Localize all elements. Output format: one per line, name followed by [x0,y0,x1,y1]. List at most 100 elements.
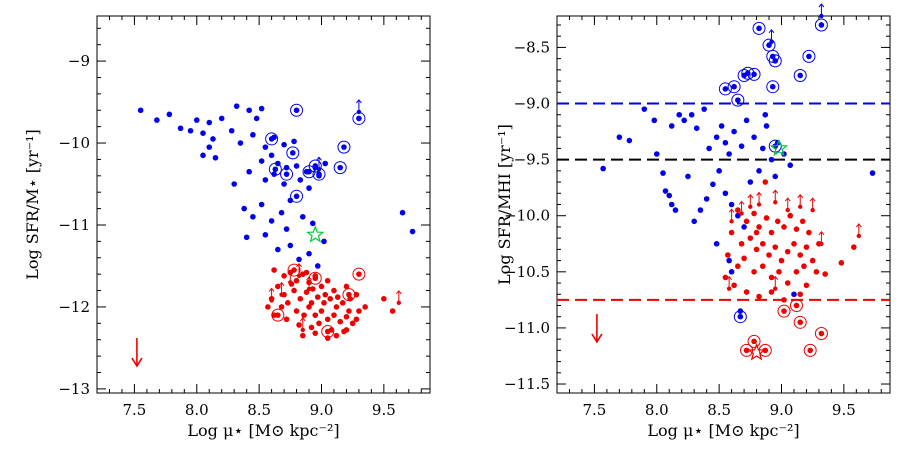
data-point [751,71,757,78]
x-axis-label: Log μ⋆ [M⊙ kpc⁻²] [647,421,799,440]
data-point [187,127,194,134]
data-point [297,295,304,302]
data-point [803,244,810,250]
data-point [228,127,235,134]
y-tick-label: −11.0 [504,319,550,337]
x-tick-label: 9.0 [770,401,794,419]
y-tick-label: −10.5 [504,263,550,281]
x-tick-label: 9.5 [832,401,856,419]
data-point [291,267,297,273]
data-point [728,229,735,236]
data-point [722,86,729,92]
limit-arrow-head [268,287,275,292]
data-point [756,293,762,300]
x-tick-label: 8.5 [707,401,731,419]
data-point [258,158,265,164]
data-point [697,207,704,213]
data-point [806,229,812,236]
data-point [768,289,775,295]
data-point [314,263,321,269]
data-point [278,209,285,216]
data-point [250,132,256,138]
data-point [741,255,747,262]
data-point [324,328,331,335]
data-point [768,229,775,236]
limit-arrow-head [855,223,862,228]
data-point [726,257,732,264]
data-point [778,257,785,264]
data-point-ring [747,67,761,81]
data-point [791,240,797,247]
data-point-ring [777,304,791,318]
data-point [353,316,360,323]
data-point-ring [337,140,351,154]
data-point [762,347,769,354]
data-point [819,241,824,246]
data-point [312,312,319,318]
data-point-ring [747,334,761,348]
data-point [869,170,876,176]
data-point [271,267,277,273]
data-point [798,204,803,209]
data-point [710,181,716,188]
data-point-ring [718,82,732,96]
data-point [337,318,344,325]
right-panel: 7.5 8.0 8.5 9.0 9.5 −8.5 −9.0 −9.5 −10.0 −10.5 −11… [495,3,891,440]
data-point [803,282,810,289]
data-point [316,167,322,172]
x-tick-label: 8.5 [247,401,271,419]
data-point [327,295,334,302]
data-point [299,332,306,339]
data-point [246,168,252,175]
data-point-ring [727,80,741,94]
data-point [212,154,219,161]
limit-arrow-head [287,269,294,274]
data-point-ring [793,68,807,82]
data-point [784,248,791,255]
data-point-ring [271,308,285,322]
data-point [738,240,745,247]
data-point [785,207,790,213]
data-point [253,115,260,122]
data-point [331,312,337,318]
data-point [751,338,757,345]
data-point [797,291,804,298]
data-point [776,269,782,275]
limit-arrow-head [306,276,312,281]
data-point [681,117,688,124]
data-point [651,117,658,124]
data-point-ring [290,189,304,203]
data-point [293,107,300,114]
data-point [349,320,356,327]
data-point [283,171,290,177]
limit-arrow-head [316,156,322,161]
data-point-ring [752,21,766,35]
data-point [288,280,293,285]
data-point [291,138,297,145]
data-point [759,145,766,152]
data-point [685,173,691,180]
data-point [268,218,275,224]
data-point [300,327,305,333]
data-point [306,250,312,257]
data-point [324,316,331,323]
data-point-ring [333,161,347,175]
data-point [807,347,813,354]
data-point [756,224,762,230]
data-point-star [769,138,789,157]
plot-frame [96,15,431,394]
data-point [309,286,316,292]
data-point [343,327,350,333]
plot-frame [556,15,891,394]
data-point [672,207,679,213]
data-point [285,300,291,306]
data-point [241,205,247,212]
data-point [312,330,319,336]
data-point [787,162,794,169]
data-point [268,136,275,142]
data-point [756,25,762,32]
data-point [275,312,281,318]
data-point [362,304,368,310]
data-point [739,211,744,216]
data-point [356,115,362,122]
